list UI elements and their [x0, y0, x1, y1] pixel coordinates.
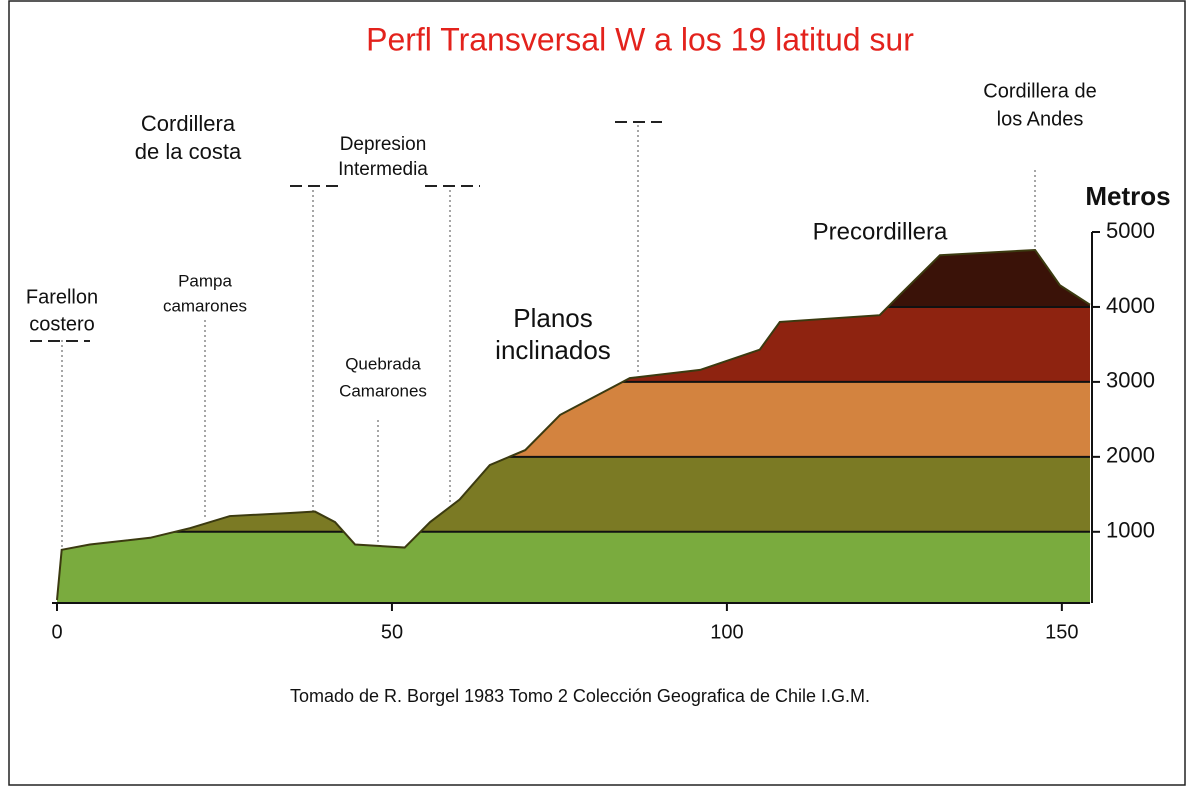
annotation: Pampa [178, 271, 232, 290]
elevation-band [57, 382, 1090, 457]
y-tick-label: 5000 [1106, 218, 1155, 243]
annotation: los Andes [997, 108, 1084, 130]
annotation: inclinados [495, 335, 611, 365]
source-note: Tomado de R. Borgel 1983 Tomo 2 Colecció… [290, 686, 870, 706]
y-tick-label: 4000 [1106, 293, 1155, 318]
annotation: Depresion [340, 134, 427, 155]
x-tick-label: 100 [710, 621, 743, 643]
annotation: Planos [513, 303, 593, 333]
annotation: costero [29, 313, 95, 335]
annotation: de la costa [135, 139, 242, 164]
chart: Perfl Transversal W a los 19 latitud sur… [0, 0, 1187, 787]
annotation: Cordillera [141, 111, 236, 136]
x-tick-label: 150 [1045, 621, 1078, 643]
annotation: Precordillera [813, 218, 948, 245]
y-tick-label: 3000 [1106, 368, 1155, 393]
annotation: Intermedia [338, 159, 428, 180]
y-axis-label: Metros [1085, 181, 1170, 211]
annotation: Camarones [339, 381, 427, 400]
annotation: camarones [163, 296, 247, 315]
elevation-band [57, 532, 1090, 603]
chart-title: Perfl Transversal W a los 19 latitud sur [366, 21, 914, 57]
y-tick-label: 1000 [1106, 518, 1155, 543]
annotation: Cordillera de [983, 80, 1096, 102]
annotation: Farellon [26, 286, 98, 308]
annotation: Quebrada [345, 354, 421, 373]
x-tick-label: 0 [51, 621, 62, 643]
x-tick-label: 50 [381, 621, 403, 643]
y-tick-label: 2000 [1106, 443, 1155, 468]
